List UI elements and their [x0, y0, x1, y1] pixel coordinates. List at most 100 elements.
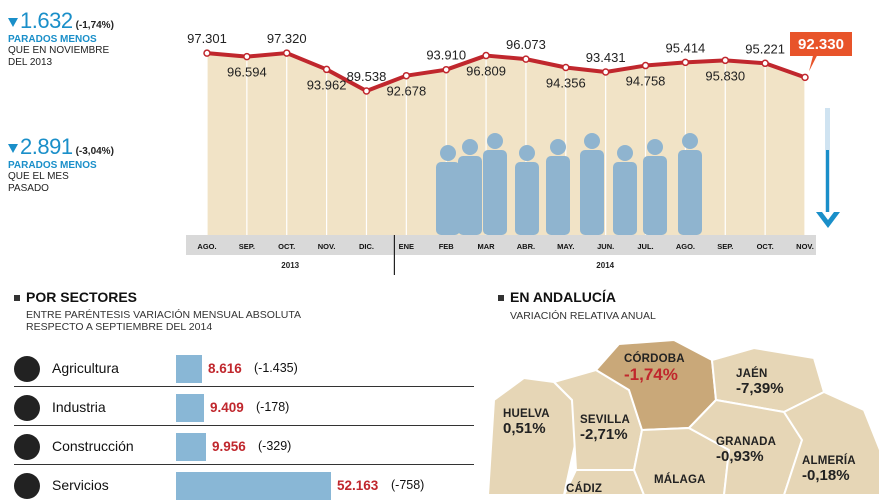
map-region-almeria	[783, 391, 880, 495]
province-cordoba: CÓRDOBA -1,74%	[624, 353, 685, 385]
x-tick-label: NOV.	[796, 242, 814, 251]
data-point	[322, 65, 331, 74]
data-label: 93.910	[426, 48, 466, 63]
province-cordoba-name: CÓRDOBA	[624, 353, 685, 365]
crane-icon	[14, 434, 40, 460]
sectors-subtitle-1: ENTRE PARÉNTESIS VARIACIÓN MENSUAL ABSOL…	[26, 309, 302, 321]
data-point	[442, 65, 450, 74]
sector-name: Construcción	[52, 438, 134, 454]
person-silhouette-icon	[483, 150, 507, 235]
data-point	[641, 61, 650, 70]
data-label: 96.073	[506, 37, 546, 52]
data-point	[362, 87, 371, 95]
province-huelva-name: HUELVA	[503, 408, 550, 420]
x-tick-label: SEP.	[239, 242, 255, 251]
summary-monthly-label: PARADOS MENOS	[8, 34, 97, 45]
province-huelva-value: 0,51%	[503, 420, 546, 437]
data-label: 92.678	[386, 84, 426, 99]
province-malaga-name: MÁLAGA	[654, 474, 706, 486]
truck-icon	[14, 473, 40, 499]
person-silhouette-icon	[682, 133, 698, 149]
data-point	[801, 73, 809, 82]
sector-bar	[176, 355, 202, 383]
sectors-subtitle-2: RESPECTO A SEPTIEMBRE DEL 2014	[26, 321, 213, 333]
person-silhouette-icon	[613, 162, 637, 235]
data-label: 93.962	[307, 77, 347, 92]
x-tick-label: ENE	[399, 242, 414, 251]
x-tick-label: FEB	[439, 242, 455, 251]
sector-bar	[176, 394, 204, 422]
x-tick-label: JUN.	[597, 242, 614, 251]
person-silhouette-icon	[546, 156, 570, 235]
data-label: 89.538	[347, 69, 387, 84]
province-granada-name: GRANADA	[716, 436, 777, 448]
sector-row: Agricultura 8.616 (-1.435)	[14, 351, 474, 387]
person-silhouette-icon	[462, 139, 478, 155]
person-silhouette-icon	[647, 139, 663, 155]
province-huelva: HUELVA 0,51%	[503, 408, 550, 437]
x-tick-label: SEP.	[717, 242, 733, 251]
person-silhouette-icon	[519, 145, 535, 161]
sector-row: Servicios 52.163 (-758)	[14, 468, 474, 504]
person-silhouette-icon	[440, 145, 456, 161]
sector-row: Construcción 9.956 (-329)	[14, 429, 474, 465]
person-silhouette-icon	[515, 162, 539, 235]
sector-change: (-1.435)	[254, 361, 298, 375]
sector-name: Industria	[52, 399, 106, 415]
data-label: 96.809	[466, 64, 506, 79]
x-tick-label: OCT.	[757, 242, 774, 251]
x-tick-label: JUL.	[637, 242, 653, 251]
andalucia-title: EN ANDALUCÍA	[510, 289, 617, 305]
sectors-title: POR SECTORES	[26, 289, 137, 305]
x-tick-label: NOV.	[318, 242, 336, 251]
data-label: 93.431	[586, 50, 626, 65]
person-silhouette-icon	[580, 150, 604, 235]
data-point	[203, 49, 211, 57]
x-tick-label: ABR.	[517, 242, 535, 251]
x-tick-label: DIC.	[359, 242, 374, 251]
person-silhouette-icon	[617, 145, 633, 161]
row-divider	[14, 386, 474, 387]
row-divider	[14, 464, 474, 465]
summary-monthly-text-1: QUE EN NOVIEMBRE	[8, 45, 110, 56]
person-silhouette-icon	[436, 162, 460, 235]
person-silhouette-icon	[584, 133, 600, 149]
highlight-value-label: 92.330	[798, 36, 844, 53]
sector-bar	[176, 433, 206, 461]
x-axis-band	[186, 235, 816, 255]
summary-last-month-value: 2.891	[20, 134, 73, 159]
andalucia-subtitle: VARIACIÓN RELATIVA ANUAL	[510, 310, 656, 322]
data-point	[562, 63, 570, 72]
factory-icon	[14, 395, 40, 421]
down-arrow-shaft	[826, 150, 829, 212]
person-silhouette-icon	[458, 156, 482, 235]
sector-change: (-178)	[256, 400, 290, 414]
sector-bar	[176, 472, 331, 500]
province-cadiz: CÁDIZ	[566, 483, 602, 495]
x-tick-label: OCT.	[278, 242, 295, 251]
sector-name: Agricultura	[52, 360, 119, 376]
province-sevilla-value: -2,71%	[580, 426, 628, 443]
year-label-2013: 2013	[281, 261, 299, 270]
province-sevilla: SEVILLA -2,71%	[580, 414, 630, 443]
summary-monthly: 1.632 (-1,74%) PARADOS MENOS QUE EN NOVIE…	[8, 8, 114, 69]
summary-last-month-text-2: PASADO	[8, 183, 49, 194]
sector-value: 9.409	[210, 400, 244, 415]
data-point	[681, 58, 690, 67]
person-silhouette-icon	[678, 150, 702, 235]
callout-box	[790, 32, 852, 56]
data-label: 94.758	[626, 74, 666, 89]
data-label: 95.221	[745, 41, 785, 56]
data-point	[243, 52, 251, 61]
summary-monthly-text-2: DEL 2013	[8, 57, 53, 68]
province-malaga: MÁLAGA	[654, 474, 706, 486]
province-granada-value: -0,93%	[716, 448, 764, 465]
andalucia-map	[487, 339, 880, 495]
series-line	[206, 51, 806, 94]
province-granada: GRANADA -0,93%	[716, 436, 776, 465]
province-sevilla-name: SEVILLA	[580, 414, 630, 426]
sectors-header: POR SECTORES ENTRE PARÉNTESIS VARIACIÓN …	[14, 289, 301, 333]
data-label: 97.301	[187, 31, 227, 46]
province-cadiz-name: CÁDIZ	[566, 483, 603, 495]
